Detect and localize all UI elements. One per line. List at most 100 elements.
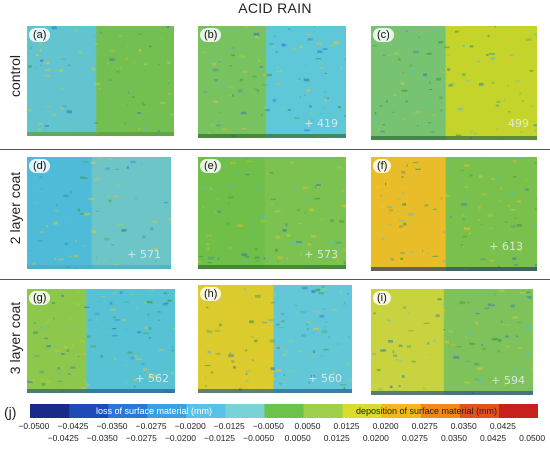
colorbar-deposition-text: deposition of surface material (mm)	[356, 406, 498, 416]
colorbar-tick-label: 0.0425	[480, 433, 507, 443]
panel-label-f: (f)	[373, 159, 392, 173]
surface-texture	[371, 158, 537, 271]
row-label-control: control	[7, 54, 23, 98]
colorbar-tick-label: −0.0275	[125, 433, 157, 443]
colorbar-tick-label: 0.0500	[519, 433, 546, 443]
panel-c: (c) 499	[371, 26, 537, 140]
colorbar-tick-label: −0.0350	[96, 421, 128, 431]
surface-map-h	[198, 285, 352, 393]
colorbar-tick-label: 0.0200	[362, 433, 389, 443]
engraving-f: + 613	[489, 240, 523, 253]
colorbar-tick-label: −0.0500	[18, 421, 50, 431]
colorbar-tick-label: −0.0425	[57, 421, 89, 431]
colorbar-tick-label: 0.0350	[450, 421, 477, 431]
engraving-e: + 573	[304, 248, 338, 261]
surface-edge	[27, 132, 174, 136]
surface-map-b	[198, 26, 346, 138]
row-label-2-layer-coat: 2 layer coat	[7, 171, 23, 245]
surface-fill	[27, 289, 175, 393]
surface-texture	[27, 26, 174, 136]
colorbar-tick-label: 0.0050	[294, 421, 321, 431]
colorbar-segment	[108, 404, 148, 418]
surface-edge	[371, 391, 533, 395]
colorbar-tick-label: −0.0050	[252, 421, 284, 431]
panel-h: (h) + 560	[198, 285, 352, 393]
surface-texture	[198, 159, 346, 268]
colorbar	[30, 404, 538, 418]
colorbar-segment	[498, 404, 538, 418]
surface-fill	[371, 157, 537, 271]
colorbar-tick-label: 0.0125	[323, 433, 350, 443]
surface-edge	[371, 267, 537, 271]
colorbar-segment	[147, 404, 187, 418]
row-separator	[0, 279, 550, 280]
colorbar-tick-label: −0.0350	[86, 433, 118, 443]
panel-g: (g) + 562	[27, 289, 175, 393]
surface-fill	[371, 289, 533, 395]
colorbar-segment	[342, 404, 383, 418]
surface-edge	[198, 389, 352, 393]
colorbar-tick-label: 0.0125	[333, 421, 360, 431]
panel-label-h: (h)	[200, 287, 222, 301]
engraving-c: 499	[508, 117, 529, 130]
surface-fill	[198, 157, 346, 269]
row-separator	[0, 149, 550, 150]
colorbar-tick-label: −0.0125	[204, 433, 235, 443]
colorbar-tick-label: −0.0275	[135, 421, 167, 431]
panel-label-c: (c)	[373, 28, 394, 42]
figure-title: ACID RAIN	[238, 0, 312, 16]
colorbar-segment	[303, 404, 344, 418]
colorbar-segment	[459, 404, 500, 418]
surface-texture	[372, 26, 537, 140]
surface-texture	[27, 289, 175, 393]
colorbar-segment	[225, 404, 266, 418]
panel-a: (a)	[27, 26, 174, 136]
colorbar-segment	[381, 404, 422, 418]
colorbar-tick-label: 0.0425	[489, 421, 516, 431]
panel-label-e: (e)	[200, 159, 222, 173]
colorbar-tick-label: 0.0275	[401, 433, 428, 443]
colorbar-panel-label: (j)	[4, 404, 17, 420]
engraving-i: + 594	[491, 374, 525, 387]
surface-map-i	[371, 289, 533, 395]
panel-e: (e) + 573	[198, 157, 346, 269]
surface-map-c	[371, 26, 537, 140]
panel-f: (f) + 613	[371, 157, 537, 271]
surface-edge	[27, 265, 171, 269]
colorbar-tick-label: 0.0275	[411, 421, 438, 431]
surface-map-d	[27, 157, 171, 269]
colorbar-tick-label: 0.0050	[284, 433, 311, 443]
panel-d: (d) + 571	[27, 157, 171, 269]
colorbar-tick-label: 0.0350	[440, 433, 467, 443]
colorbar-tick-label: −0.0050	[243, 433, 275, 443]
colorbar-segment	[264, 404, 305, 418]
panel-label-g: (g)	[29, 291, 51, 305]
colorbar-tick-label: 0.0200	[372, 421, 399, 431]
panel-label-i: (i)	[373, 291, 391, 305]
colorbar-segment	[186, 404, 226, 418]
panel-label-b: (b)	[200, 28, 222, 42]
engraving-h: + 560	[308, 372, 342, 385]
engraving-g: + 562	[135, 372, 169, 385]
colorbar-segment	[69, 404, 109, 418]
surface-map-f	[371, 157, 537, 271]
engraving-b: + 419	[304, 117, 338, 130]
surface-edge	[198, 134, 346, 138]
surface-fill	[27, 157, 171, 269]
surface-fill	[198, 26, 346, 138]
panel-i: (i) + 594	[371, 289, 533, 395]
colorbar-tick-label: −0.0200	[164, 433, 196, 443]
panel-label-d: (d)	[29, 159, 51, 173]
surface-edge	[371, 136, 537, 140]
colorbar-tick-label: −0.0200	[174, 421, 206, 431]
surface-map-g	[27, 289, 175, 393]
surface-fill	[27, 26, 174, 136]
surface-edge	[27, 389, 175, 393]
colorbar-tick-label: −0.0425	[47, 433, 79, 443]
panel-b: (b) + 419	[198, 26, 346, 138]
surface-map-a	[27, 26, 174, 136]
colorbar-tick-label: −0.0125	[213, 421, 245, 431]
colorbar-loss-text: loss of surface material (mm)	[96, 406, 213, 416]
surface-edge	[198, 265, 346, 269]
colorbar-segment	[420, 404, 461, 418]
